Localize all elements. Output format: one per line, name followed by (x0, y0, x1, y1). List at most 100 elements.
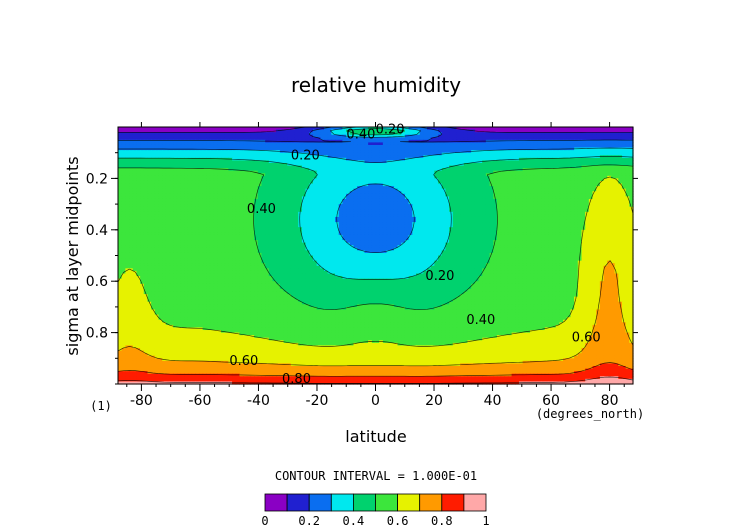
contour-cell (287, 157, 292, 162)
contour-cell (482, 173, 487, 177)
contour-cell (419, 134, 424, 138)
contour-cell (415, 150, 421, 154)
contour-cell (360, 162, 366, 167)
contour-cell (614, 139, 619, 144)
contour-cell (180, 132, 185, 136)
contour-cell (379, 157, 384, 162)
contour-cell (449, 132, 454, 136)
contour-cell (320, 134, 325, 138)
contour-cell (566, 155, 572, 159)
contour-cell (625, 134, 630, 138)
contour-cell (213, 150, 218, 154)
contour-cell (224, 132, 229, 136)
contour-cell (276, 162, 281, 167)
contour-cell (533, 144, 538, 149)
contour-cell (541, 162, 546, 167)
contour-cell (537, 173, 542, 177)
contour-cell (283, 132, 288, 136)
contour-cell (463, 137, 469, 141)
contour-cell (335, 165, 340, 169)
contour-cell (599, 147, 605, 151)
contour-cell (257, 160, 263, 164)
contour-cell (140, 162, 145, 167)
contour-cell (213, 139, 218, 144)
contour-cell (386, 147, 391, 151)
contour-cell (541, 129, 546, 133)
contour-cell (427, 137, 432, 141)
contour-cell (478, 157, 483, 162)
contour-cell (184, 162, 189, 167)
contour-cell (305, 160, 310, 164)
contour-cell (331, 168, 336, 172)
contour-cell (515, 155, 520, 159)
contour-cell (125, 127, 130, 131)
contour-cell (121, 129, 126, 133)
contour-cell (206, 157, 211, 162)
contour-cell (434, 144, 439, 149)
contour-cell (316, 170, 321, 174)
contour-cell (629, 152, 634, 156)
contour-cell (533, 165, 538, 169)
contour-cell (555, 132, 561, 136)
contour-cell (309, 132, 314, 136)
contour-cell (537, 170, 542, 174)
contour-cell (504, 134, 509, 138)
contour-cell (415, 155, 421, 159)
contour-cell (522, 129, 527, 133)
contour-cell (445, 152, 450, 156)
contour-cell (331, 147, 336, 151)
contour-cell (324, 152, 329, 156)
contour-cell (456, 155, 461, 159)
contour-cell (331, 162, 336, 167)
contour-cell (246, 170, 252, 174)
contour-cell (397, 127, 402, 131)
contour-cell (460, 152, 465, 156)
contour-cell (548, 150, 553, 154)
contour-cell (151, 173, 156, 177)
contour-cell (283, 157, 288, 162)
contour-cell (379, 144, 384, 149)
contour-cell (349, 162, 355, 167)
contour-cell (618, 129, 623, 133)
contour-cell (485, 132, 491, 136)
contour-cell (507, 165, 513, 169)
contour-cell (261, 152, 266, 156)
contour-cell (522, 157, 527, 162)
contour-cell (500, 134, 505, 138)
contour-cell (518, 160, 524, 164)
contour-cell (221, 155, 226, 159)
contour-cell (507, 150, 513, 154)
contour-cell (125, 157, 130, 162)
contour-cell (471, 147, 476, 151)
contour-cell (184, 142, 189, 146)
contour-cell (276, 137, 281, 141)
contour-cell (415, 152, 421, 156)
contour-cell (368, 170, 373, 174)
contour-cell (596, 134, 601, 138)
contour-cell (393, 168, 399, 172)
contour-cell (357, 160, 362, 164)
contour-cell (511, 162, 516, 167)
contour-cell (312, 142, 318, 146)
contour-cell (338, 152, 343, 156)
contour-cell (456, 147, 461, 151)
contour-cell (621, 134, 627, 138)
contour-cell (195, 168, 200, 172)
contour-cell (239, 137, 244, 141)
contour-cell (272, 127, 277, 131)
contour-cell (504, 162, 509, 167)
contour-cell (151, 132, 156, 136)
contour-cell (298, 168, 303, 172)
contour-cell (298, 155, 303, 159)
contour-cell (324, 155, 329, 159)
contour-cell (276, 150, 281, 154)
contour-cell (467, 173, 472, 177)
contour-cell (493, 157, 498, 162)
contour-cell (349, 144, 355, 149)
contour-cell (559, 162, 564, 167)
contour-cell (555, 127, 561, 131)
contour-cell (198, 132, 204, 136)
contour-cell (577, 139, 583, 144)
contour-cell (353, 173, 358, 177)
contour-cell (143, 157, 149, 162)
